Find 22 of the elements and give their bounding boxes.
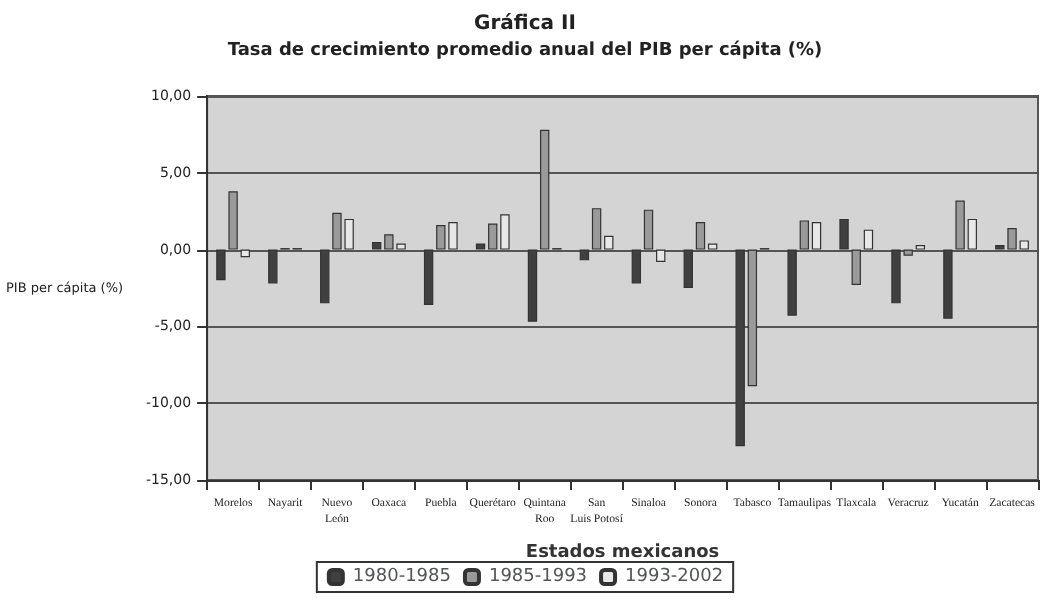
bar bbox=[423, 249, 434, 305]
bar bbox=[579, 249, 590, 261]
bar bbox=[216, 249, 226, 281]
bar bbox=[863, 229, 874, 250]
bar bbox=[839, 218, 849, 250]
chart-subtitle: Tasa de crecimiento promedio anual del PIB per cápita (%) bbox=[227, 39, 823, 61]
legend-label: 1985-1993 bbox=[488, 567, 588, 587]
bar bbox=[643, 209, 654, 250]
bar bbox=[268, 249, 278, 284]
legend-label: 1980-1985 bbox=[352, 567, 451, 587]
legend-label: 1993-2002 bbox=[625, 567, 724, 587]
bar bbox=[320, 249, 330, 304]
bar bbox=[656, 249, 666, 262]
chart-title: Gráfica II bbox=[474, 13, 576, 35]
bar bbox=[683, 249, 693, 288]
bar bbox=[787, 249, 797, 316]
bar bbox=[943, 249, 953, 319]
bar bbox=[228, 191, 238, 250]
bar bbox=[527, 249, 538, 322]
bar bbox=[851, 249, 861, 285]
x-axis-title: Estados mexicanos bbox=[525, 543, 720, 563]
bar bbox=[631, 249, 642, 284]
